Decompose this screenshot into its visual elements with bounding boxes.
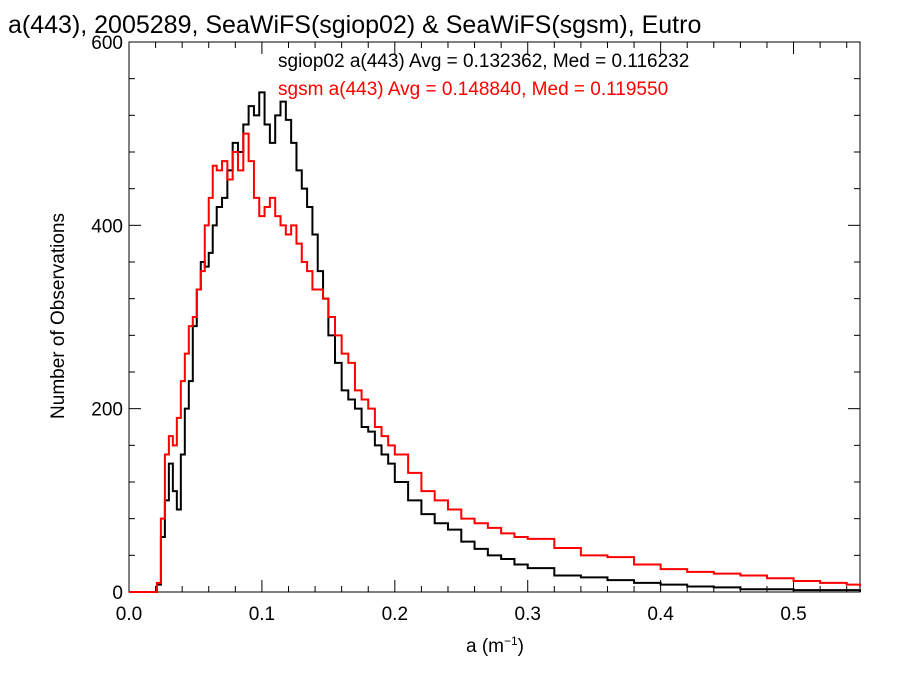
y-tick-label: 600 [91, 33, 123, 54]
y-tick-label: 400 [91, 216, 123, 237]
x-axis-label-end: ) [518, 636, 524, 657]
legend: sgiop02 a(443) Avg = 0.132362, Med = 0.1… [278, 51, 689, 100]
x-axis-label: a (m−1) [466, 634, 524, 657]
series-layer [129, 91, 861, 593]
plot-frame [128, 41, 861, 593]
x-tick-label: 0.3 [515, 604, 541, 625]
x-axis-ticks: 0.0 0.1 0.2 0.3 0.4 0.5 [116, 42, 848, 625]
x-tick-label: 0.2 [382, 604, 408, 625]
x-axis-label-base: a (m [466, 636, 504, 657]
chart-title: a(443), 2005289, SeaWiFS(sgiop02) & SeaW… [8, 11, 701, 39]
legend-entry-sgiop02: sgiop02 a(443) Avg = 0.132362, Med = 0.1… [278, 51, 689, 72]
y-axis-label: Number of Observations [48, 213, 69, 419]
y-tick-label: 0 [112, 583, 123, 604]
x-tick-label: 0.1 [249, 604, 275, 625]
x-axis-label-superscript: −1 [504, 634, 518, 648]
series-line-1 [129, 132, 861, 593]
y-axis-ticks: 0 200 400 600 [91, 33, 860, 604]
x-tick-label: 0.4 [647, 604, 674, 625]
x-tick-label: 0.0 [116, 604, 142, 625]
legend-entry-sgsm: sgsm a(443) Avg = 0.148840, Med = 0.1195… [278, 79, 668, 100]
y-tick-label: 200 [91, 400, 123, 421]
x-tick-label: 0.5 [780, 604, 806, 625]
